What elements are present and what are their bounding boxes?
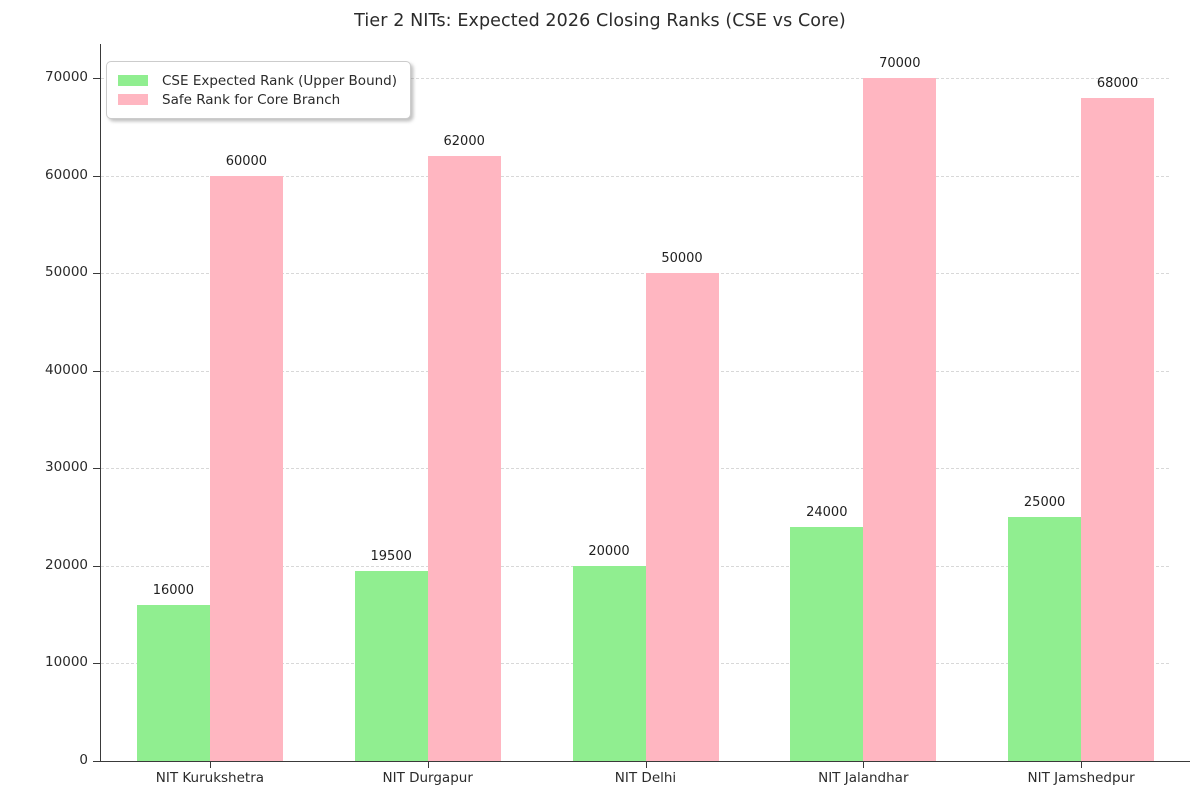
legend-label-cse: CSE Expected Rank (Upper Bound) — [162, 72, 398, 89]
bar-cse[interactable] — [136, 604, 210, 761]
y-tick-label: 20000 — [45, 556, 88, 573]
bar-value-label: 24000 — [806, 504, 848, 520]
x-tick-mark — [1081, 761, 1083, 768]
plot-area: 16000 60000 19500 62000 20000 50000 24000 70000… — [101, 44, 1190, 761]
legend-item-cse[interactable]: CSE Expected Rank (Upper Bound) — [118, 71, 397, 90]
y-tick-label: 70000 — [45, 69, 88, 86]
gridline — [101, 273, 1169, 275]
y-tick-label: 50000 — [45, 264, 88, 281]
x-tick-mark — [209, 761, 211, 768]
y-tick-mark — [93, 78, 100, 80]
bar-cse[interactable] — [572, 565, 646, 761]
y-tick-mark — [93, 468, 100, 470]
y-tick-mark — [93, 370, 100, 372]
gridline — [101, 468, 1169, 470]
bar-cse[interactable] — [790, 526, 864, 761]
gridline — [101, 175, 1169, 177]
bar-value-label: 50000 — [661, 251, 703, 267]
y-tick-mark — [93, 761, 100, 762]
y-tick-mark — [93, 663, 100, 665]
gridline — [101, 370, 1169, 372]
x-tick-label: NIT Delhi — [614, 770, 677, 786]
y-tick-mark — [93, 565, 100, 567]
gridline — [101, 78, 1169, 80]
x-tick-mark — [645, 761, 647, 768]
y-tick-label: 40000 — [45, 361, 88, 378]
bar-cse[interactable] — [1008, 517, 1082, 761]
legend-label-core: Safe Rank for Core Branch — [162, 91, 341, 108]
legend-swatch-cse — [118, 75, 148, 86]
x-tick-label: NIT Jamshedpur — [1027, 770, 1135, 786]
bar-value-label: 70000 — [879, 56, 921, 72]
chart-title: Tier 2 NITs: Expected 2026 Closing Ranks… — [354, 11, 846, 31]
x-tick-mark — [427, 761, 429, 768]
y-axis-spine — [100, 44, 101, 762]
bar-core[interactable] — [427, 156, 501, 761]
y-tick-mark — [93, 175, 100, 177]
x-axis-spine — [100, 761, 1190, 762]
x-tick-mark — [863, 761, 865, 768]
chart-legend[interactable]: CSE Expected Rank (Upper Bound) Safe Ran… — [106, 61, 412, 119]
bar-core[interactable] — [863, 78, 937, 761]
x-tick-label: NIT Kurukshetra — [155, 770, 265, 786]
bar-value-label: 62000 — [443, 134, 485, 150]
bar-cse[interactable] — [354, 570, 428, 761]
y-tick-mark — [93, 273, 100, 275]
y-tick-label: 10000 — [45, 654, 88, 671]
bar-value-label: 16000 — [152, 582, 195, 598]
legend-swatch-core — [118, 94, 148, 105]
legend-item-core[interactable]: Safe Rank for Core Branch — [118, 90, 397, 109]
x-tick-label: NIT Durgapur — [382, 770, 473, 786]
bar-value-label: 20000 — [588, 543, 630, 559]
bar-value-label: 19500 — [370, 548, 412, 564]
x-tick-label: NIT Jalandhar — [818, 770, 909, 786]
y-tick-label: 30000 — [45, 459, 88, 476]
y-tick-label: 60000 — [45, 166, 88, 183]
bar-value-label: 68000 — [1096, 75, 1139, 91]
bar-value-label: 60000 — [225, 153, 268, 169]
bar-core[interactable] — [1081, 97, 1155, 761]
y-tick-label: 0 — [79, 752, 88, 768]
bar-value-label: 25000 — [1023, 495, 1066, 511]
bar-core[interactable] — [645, 273, 719, 761]
bar-core[interactable] — [209, 175, 283, 761]
